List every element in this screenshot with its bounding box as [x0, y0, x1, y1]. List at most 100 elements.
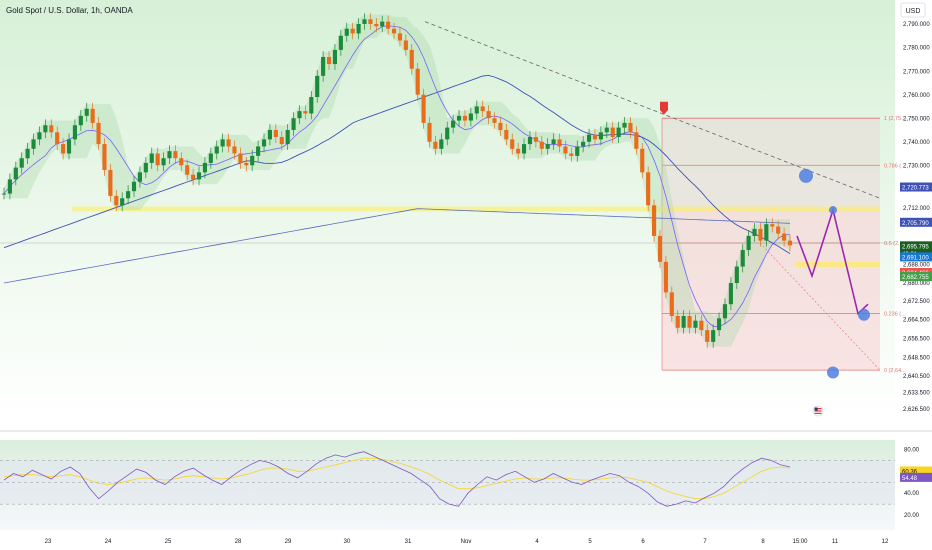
candle-body [332, 49, 338, 65]
candle-body [78, 115, 83, 126]
rsi-line [3, 451, 791, 507]
candle-body [433, 141, 438, 149]
price-tick-label: 2,664.500 [903, 318, 930, 324]
target-marker [799, 168, 813, 183]
candle-body [297, 111, 302, 119]
candle-body [563, 146, 568, 154]
candle-body [149, 153, 154, 163]
candle-body [634, 132, 639, 149]
candle-body [734, 266, 739, 284]
candle-body [250, 155, 255, 166]
candle-body [13, 167, 18, 180]
rsi-value-box [900, 472, 932, 482]
candle-body [155, 153, 160, 166]
candle-body [120, 198, 125, 206]
symbol-title[interactable]: Gold Spot / U.S. Dollar, 1h, OANDA [6, 6, 133, 15]
candle-body [421, 94, 426, 123]
cloud-band [4, 14, 790, 347]
candle-body [415, 68, 420, 95]
price-tick-label: 2,633.500 [903, 391, 930, 397]
candle-body [338, 35, 343, 50]
price-tick-label: 2,770.000 [903, 69, 930, 75]
price-tick-label: 2,680.000 [903, 281, 930, 287]
candle-body [628, 122, 633, 133]
candle-body [374, 24, 379, 27]
price-label-box [900, 252, 932, 262]
time-tick-label: 29 [285, 539, 292, 545]
candle-body [244, 162, 249, 166]
candle-body [764, 224, 769, 241]
candle-body [1, 193, 7, 195]
candle-body [516, 148, 521, 154]
candle-body [787, 240, 793, 246]
time-tick-label: 28 [235, 539, 242, 545]
us-flag-icon[interactable] [812, 405, 824, 417]
target-marker [858, 308, 870, 321]
time-tick-label: 31 [405, 539, 412, 545]
price-label: 2,695.795 [902, 244, 929, 250]
candle-body [49, 125, 54, 133]
candle-body [445, 127, 450, 140]
candle-body [344, 28, 349, 36]
time-tick-label: 4 [535, 539, 539, 545]
target-marker [829, 206, 837, 215]
fib-level-label: 0.236 (... [884, 312, 906, 318]
currency-badge-box[interactable] [900, 2, 926, 18]
fast-moving-average [3, 25, 791, 328]
time-tick-label: 23 [45, 539, 52, 545]
candle-body [427, 122, 432, 142]
candle-body [652, 205, 657, 236]
price-label: 2,705.790 [902, 221, 929, 227]
price-tick-label: 2,626.500 [903, 407, 930, 413]
fib-level-label: 0 (2,64... [884, 368, 906, 374]
candle-body [7, 179, 12, 194]
candle-body [66, 139, 72, 154]
target-marker [827, 366, 839, 379]
candle-body [705, 330, 710, 342]
price-label-box [900, 272, 932, 282]
time-axis[interactable]: 23 24 25 28 29 30 31 Nov 4 5 6 7 8 15:00 11 12 [45, 539, 889, 545]
candle-body [196, 172, 202, 180]
candle-body [504, 129, 509, 140]
candle-body [90, 108, 95, 123]
candle-body [37, 132, 42, 140]
slow-moving-average [3, 74, 791, 254]
candle-body [551, 139, 556, 145]
candle-body [480, 106, 485, 112]
candle-body [397, 33, 403, 41]
candle-body [391, 28, 397, 34]
candle-body [622, 122, 627, 128]
candle-body [256, 146, 261, 156]
candle-body [456, 115, 462, 121]
price-tick-label: 2,640.500 [903, 374, 930, 380]
candle-body [669, 292, 674, 316]
candle-body [492, 118, 497, 123]
currency-badge: USD [906, 8, 921, 15]
candle-body [321, 56, 326, 76]
candle-body [663, 261, 668, 293]
candle-body [687, 315, 692, 328]
time-tick-label: 15:00 [792, 539, 808, 545]
candle-body [72, 125, 77, 140]
candle-body [173, 151, 178, 159]
candle-body [167, 151, 172, 159]
rsi-value-label: 54.48 [902, 476, 918, 482]
candle-body [303, 111, 308, 114]
candle-body [569, 153, 574, 156]
candle-body [675, 315, 680, 328]
price-label-box [900, 217, 932, 227]
candle-body [693, 320, 698, 328]
rsi-value-box [900, 466, 932, 476]
candle-body [545, 144, 550, 149]
candle-body [362, 19, 367, 24]
candle-body [740, 250, 745, 267]
candle-body [592, 134, 598, 140]
candle-body [575, 146, 580, 156]
candle-body [19, 158, 24, 168]
fib-zone-upper [662, 118, 880, 211]
fib-level-label: 0.5 (2,... [884, 241, 905, 247]
trend-drawings[interactable] [424, 21, 881, 379]
candle-body [510, 139, 515, 149]
price-tick-label: 2,688.000 [903, 262, 930, 268]
